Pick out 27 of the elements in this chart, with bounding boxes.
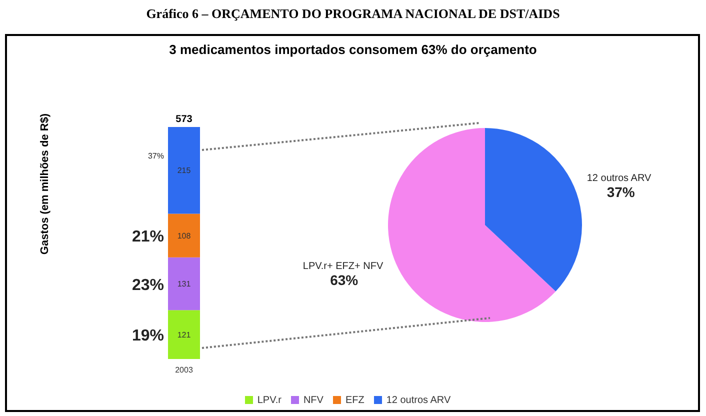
text: Gráfico 6 – ORÇAMENTO DO PROGRAMA NACIONAL DE DST/AIDS: [145, 6, 561, 22]
slice-label: 12 outros ARV: [586, 172, 652, 184]
bar: [168, 257, 200, 310]
legend-label: 12 outros ARV: [386, 395, 451, 406]
legend-label: LPV.r: [257, 395, 282, 406]
data-label: 215: [177, 166, 192, 176]
legend-label: EFZ: [345, 395, 364, 406]
bar: [168, 214, 200, 258]
data-label: 121: [177, 330, 192, 340]
legend-label: NFV: [303, 395, 324, 406]
pie-slice: [485, 128, 582, 292]
text: 3 medicamentos importados consomem 63% do orçamento: [168, 42, 538, 57]
text: 23%: [132, 276, 164, 294]
bar: [168, 127, 200, 214]
text: 19%: [132, 328, 164, 345]
bar: [168, 310, 200, 359]
text: 37%: [148, 151, 164, 160]
slice-label: LPV.r+ EFZ+ NFV: [302, 261, 384, 272]
data-label: 131: [177, 280, 192, 289]
pie-slice: [388, 128, 556, 322]
y-axis-title: Gastos (em milhões de R$): [39, 113, 51, 255]
x-tick-label: 2003: [175, 366, 194, 375]
data-label: 108: [177, 231, 192, 240]
total-label: 573: [176, 114, 193, 125]
data-label: 37%: [606, 184, 636, 200]
text: 21%: [132, 228, 164, 246]
data-label: 63%: [330, 272, 359, 288]
